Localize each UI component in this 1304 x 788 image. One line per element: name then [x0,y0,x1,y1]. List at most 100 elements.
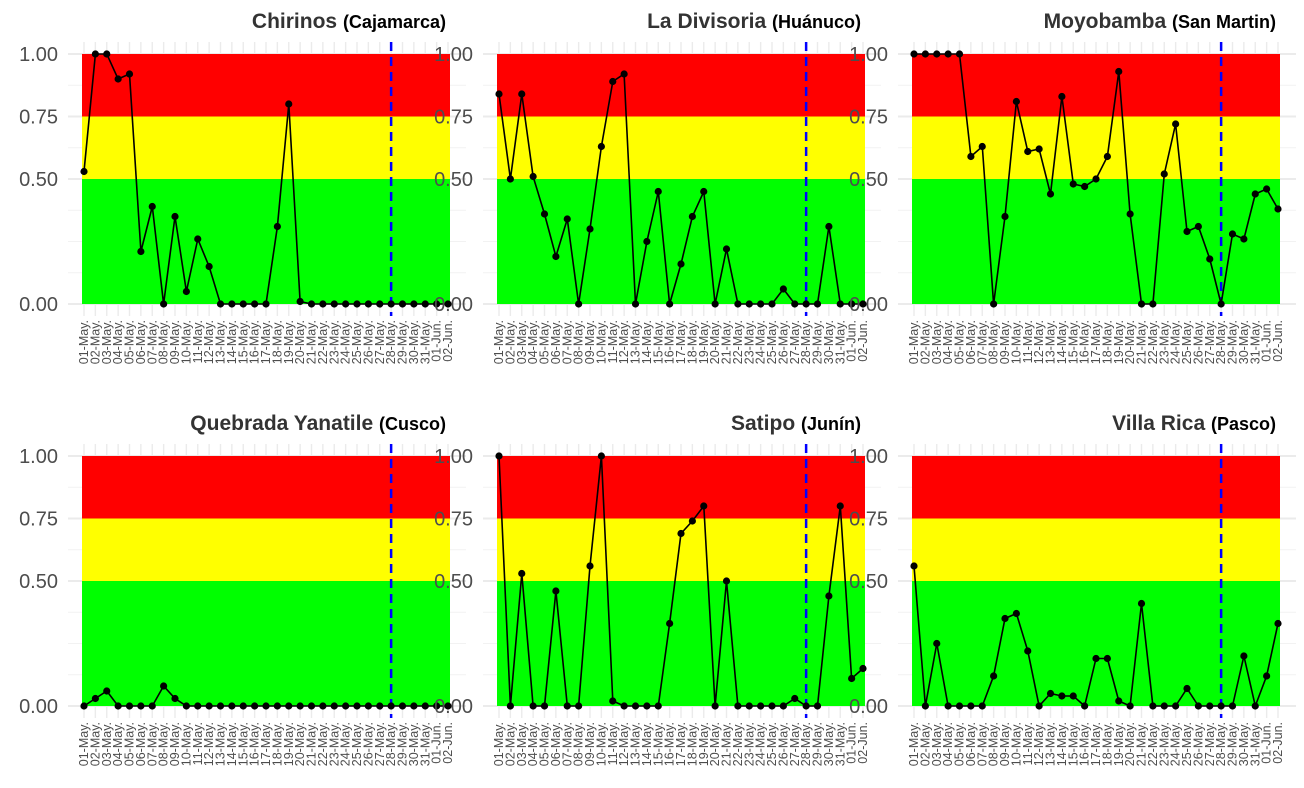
risk-band [912,518,1280,581]
data-point [239,300,247,308]
data-point [563,215,571,223]
x-tick-label: 16-May. [248,722,262,766]
x-tick-label: 29-May. [1226,722,1240,766]
x-tick-label: 28-May. [799,722,813,766]
data-point [643,702,651,710]
data-point [1240,652,1248,660]
x-tick-label: 02-Jun. [856,320,870,362]
x-tick-label: 02-Jun. [856,722,870,764]
y-tick-label: 0.75 [19,107,58,129]
x-tick-label: 24-May. [1169,320,1183,364]
risk-band [497,179,865,304]
risk-band [912,179,1280,304]
x-tick-label: 15-May. [1066,320,1080,364]
data-point [813,300,822,308]
data-point [182,287,190,296]
x-tick-label: 01-May. [77,722,91,766]
x-tick-label: 17-May. [259,722,273,766]
panel-title-name: Chirinos [252,10,343,33]
data-point [955,702,964,710]
x-tick-label: 05-May. [123,320,137,364]
x-tick-label: 14-May. [640,320,654,364]
data-point [757,702,765,710]
data-point [364,300,372,308]
data-point [1081,182,1089,191]
data-point [1069,180,1077,188]
data-point [990,300,998,308]
data-point [387,300,395,308]
panel-title: Moyobamba (San Martin) [1044,10,1276,33]
x-tick-label: 15-May. [651,320,665,364]
data-point [1081,702,1089,710]
data-point [1149,300,1157,308]
x-tick-label: 13-May. [214,722,228,766]
x-tick-label: 16-May. [1078,722,1092,766]
risk-band [82,581,450,706]
x-tick-label: 14-May. [640,722,654,766]
x-tick-label: 12-May. [617,722,631,766]
x-tick-label: 12-May. [1032,722,1046,766]
x-tick-label: 10-May. [594,320,608,364]
panel-title: Chirinos (Cajamarca) [252,10,446,33]
data-point [205,262,213,271]
risk-band [497,54,865,117]
data-point [688,517,696,525]
x-tick-label: 11-May. [606,722,620,765]
data-point [529,702,537,710]
x-tick-label: 03-May. [100,320,114,364]
data-point [575,300,583,308]
data-point [353,702,361,710]
data-point [1194,222,1202,231]
data-point [376,300,384,308]
data-point [1172,120,1180,128]
data-point [1194,702,1202,710]
data-point [552,587,560,595]
x-tick-label: 14-May. [1055,722,1069,766]
x-tick-label: 21-May. [1135,320,1149,364]
x-tick-label: 09-May. [168,722,182,766]
x-tick-label: 27-May. [1203,722,1217,766]
panel-6: 0.00 0.50 0.75 1.00 01-May.02-May.03-May.04-… [849,412,1296,766]
x-tick-label: 10-May. [594,722,608,766]
data-point [1263,672,1271,680]
x-tick-label: 20-May. [293,722,307,766]
y-tick-label: 0.75 [434,509,473,531]
data-point [342,702,350,710]
data-point [779,702,787,710]
data-point [433,300,441,308]
data-point [1137,599,1146,608]
data-point [273,702,281,710]
x-tick-label: 31-May. [1248,320,1262,364]
x-tick-label: 18-May. [685,320,699,364]
data-point [1183,227,1191,236]
data-point [495,452,503,460]
data-point [711,702,719,710]
data-point [666,300,674,308]
data-point [285,100,293,108]
panel-2: 0.00 0.50 0.75 1.00 01-May.02-May.03-May.04-… [434,10,881,364]
data-point [1137,300,1146,308]
data-point [944,50,952,58]
x-tick-label: 26-May. [776,320,790,364]
x-tick-label: 30-May. [1237,722,1251,766]
data-point [1274,205,1282,213]
data-point [216,702,225,710]
x-tick-label: 28-May. [1214,320,1228,364]
data-point [757,300,765,308]
x-tick-label: 31-May. [833,722,847,766]
data-point [342,300,350,308]
data-point [285,702,293,710]
data-point [1172,702,1180,710]
data-point [654,702,662,710]
data-point [80,702,88,710]
data-point [700,187,708,196]
x-tick-label: 22-May. [731,722,745,766]
x-tick-label: 02-Jun. [1271,320,1285,362]
x-tick-label: 19-May. [697,320,711,364]
data-point [1024,647,1032,655]
risk-band [912,581,1280,706]
data-point [103,50,111,58]
data-point [1206,255,1214,263]
data-point [791,300,799,308]
x-tick-label: 11-May. [606,320,620,363]
